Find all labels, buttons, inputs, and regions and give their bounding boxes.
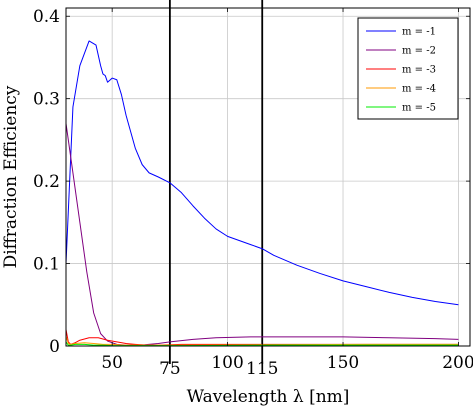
y-tick-label: 0.2	[33, 172, 60, 192]
legend-label: m = -2	[402, 46, 436, 57]
series-line-m3	[65, 329, 459, 346]
legend: m = -1 m = -2 m = -3 m = -4 m = -5	[357, 17, 459, 120]
x-tick-label: 200	[442, 353, 473, 373]
y-tick-label: 0.1	[33, 255, 60, 275]
legend-label: m = -3	[402, 65, 436, 76]
x-axis-title: Wavelength λ [nm]	[187, 387, 350, 407]
reference-lines	[168, 0, 264, 364]
legend-label: m = -1	[402, 27, 436, 38]
x-tick-label: 115	[246, 359, 278, 379]
y-tick-label: 0	[49, 337, 60, 357]
x-tick-label: 150	[327, 353, 359, 373]
x-tick-label: 50	[101, 353, 123, 373]
series-lines	[65, 40, 459, 347]
tick-labels: 50 75 100 115 150 200 0 0.1 0.2 0.3 0.4	[33, 7, 473, 379]
x-tick-label: 100	[211, 353, 243, 373]
series-line-m1	[65, 40, 459, 306]
y-axis-title: Diffraction Efficiency	[1, 85, 21, 268]
legend-label: m = -4	[402, 84, 436, 95]
legend-label: m = -5	[402, 103, 436, 114]
x-tick-label: 75	[159, 359, 181, 379]
y-tick-label: 0.3	[33, 90, 60, 110]
series-line-m5	[65, 341, 459, 347]
axis-ticks	[66, 8, 470, 347]
y-tick-label: 0.4	[33, 7, 60, 27]
plot-frame	[65, 7, 471, 347]
